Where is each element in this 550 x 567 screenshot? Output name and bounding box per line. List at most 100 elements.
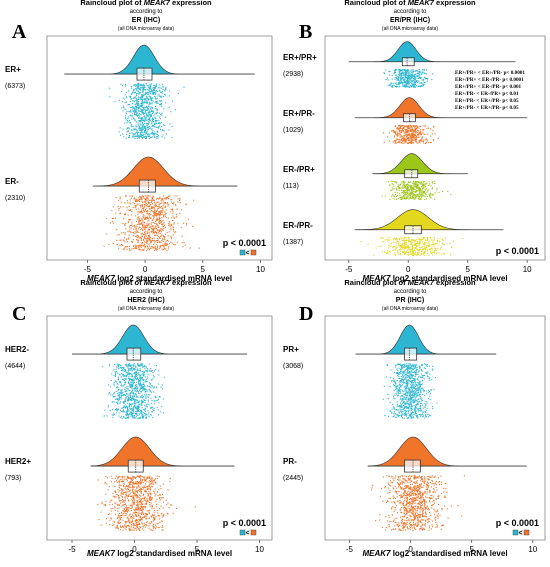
rain-point [125,521,126,522]
rain-point [121,384,122,385]
rain-point [153,229,154,230]
rain-point [133,129,134,130]
rain-point [134,407,135,408]
rain-point [123,367,124,368]
rain-point [136,221,137,222]
rain-point [133,239,134,240]
rain-point [406,246,407,247]
rain-point [395,142,396,143]
rain-point [418,196,419,197]
rain-point [146,124,147,125]
rain-point [131,398,132,399]
rain-point [426,245,427,246]
rain-point [156,138,157,139]
rain-point [389,140,390,141]
rain-point [404,243,405,244]
rain-point [166,241,167,242]
rain-point [120,365,121,366]
p-value: p < 0.0001 [496,246,539,256]
rain-point [148,213,149,214]
rain-point [401,131,402,132]
rain-point [144,99,145,100]
rain-point [119,482,120,483]
rain-point [411,86,412,87]
rain-point [421,192,422,193]
rain-point [427,237,428,238]
rain-point [403,240,404,241]
rain-point [152,372,153,373]
rain-point [128,507,129,508]
rain-point [127,403,128,404]
rain-point [128,395,129,396]
rain-point [395,86,396,87]
rain-point [137,132,138,133]
rain-point [140,389,141,390]
rain-point [169,195,170,196]
rain-point [171,505,172,506]
rain-point [159,104,160,105]
rain-point [156,90,157,91]
rain-point [119,100,120,101]
rain-point [157,136,158,137]
rain-point [144,394,145,395]
rain-point [139,513,140,514]
rain-point [142,476,143,477]
rain-point [153,387,154,388]
rain-point [151,103,152,104]
rain-point [402,244,403,245]
rain-point [125,232,126,233]
rain-point [130,411,131,412]
rain-point [135,88,136,89]
rain-point [141,384,142,385]
rain-point [181,227,182,228]
rain-point [417,242,418,243]
rain-point [148,374,149,375]
rain-point [127,480,128,481]
rain-point [162,93,163,94]
chart-subtitle: according to [130,289,163,295]
rain-point [424,244,425,245]
rain-point [160,396,161,397]
rain-point [150,204,151,205]
rain-point [127,406,128,407]
rain-point [411,185,412,186]
rain-point [433,194,434,195]
rain-point [407,79,408,80]
rain-point [159,84,160,85]
rain-point [113,206,114,207]
rain-point [149,208,150,209]
rain-point [391,130,392,131]
rain-point [396,243,397,244]
rain-point [399,134,400,135]
rain-point [133,407,134,408]
rain-point [147,85,148,86]
rain-point [147,98,148,99]
rain-point [137,378,138,379]
rain-point [155,489,156,490]
rain-point [149,246,150,247]
rain-point [413,142,414,143]
rain-point [149,118,150,119]
rain-point [138,203,139,204]
rain-point [130,122,131,123]
rain-point [139,418,140,419]
rain-point [416,186,417,187]
rain-point [158,120,159,121]
rain-point [156,136,157,137]
rain-point [159,217,160,218]
rain-point [126,96,127,97]
rain-point [399,82,400,83]
rain-point [167,197,168,198]
rain-point [401,183,402,184]
rain-point [127,241,128,242]
rain-point [164,212,165,213]
rain-point [140,103,141,104]
rain-point [401,181,402,182]
rain-point [127,418,128,419]
rain-point [177,242,178,243]
rain-point [173,203,174,204]
rain-point [153,112,154,113]
chart-subtitle: according to [130,9,163,15]
rain-point [156,113,157,114]
